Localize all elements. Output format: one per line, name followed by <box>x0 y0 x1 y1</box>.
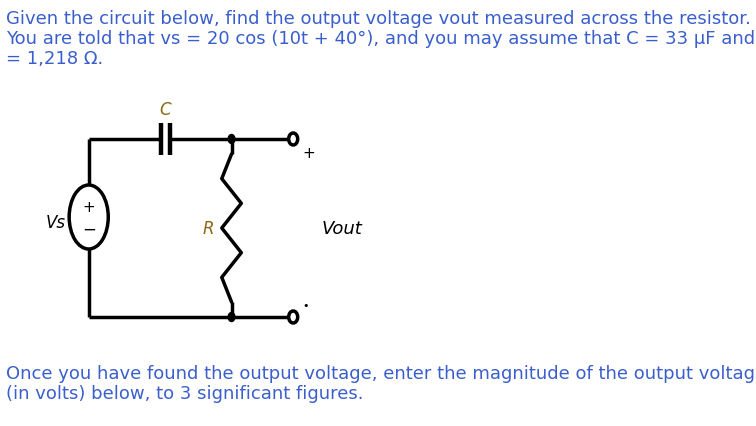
Circle shape <box>289 311 298 323</box>
Text: Vs: Vs <box>46 213 67 231</box>
Circle shape <box>228 135 235 144</box>
Text: Once you have found the output voltage, enter the magnitude of the output voltag: Once you have found the output voltage, … <box>6 364 756 382</box>
Text: C: C <box>160 101 171 119</box>
Text: •: • <box>302 300 308 310</box>
Text: (in volts) below, to 3 significant figures.: (in volts) below, to 3 significant figur… <box>6 384 364 402</box>
Text: −: − <box>82 221 96 239</box>
Text: Given the circuit below, find the output voltage vout measured across the resist: Given the circuit below, find the output… <box>6 10 751 28</box>
Text: You are told that vs = 20 cos (10t + 40°), and you may assume that C = 33 μF and: You are told that vs = 20 cos (10t + 40°… <box>6 30 756 48</box>
Text: R: R <box>203 219 214 237</box>
Text: +: + <box>302 146 315 161</box>
Circle shape <box>228 313 235 322</box>
Text: +: + <box>82 200 95 215</box>
Text: = 1,218 Ω.: = 1,218 Ω. <box>6 50 104 68</box>
Circle shape <box>289 134 298 146</box>
Text: Vout: Vout <box>321 219 362 237</box>
